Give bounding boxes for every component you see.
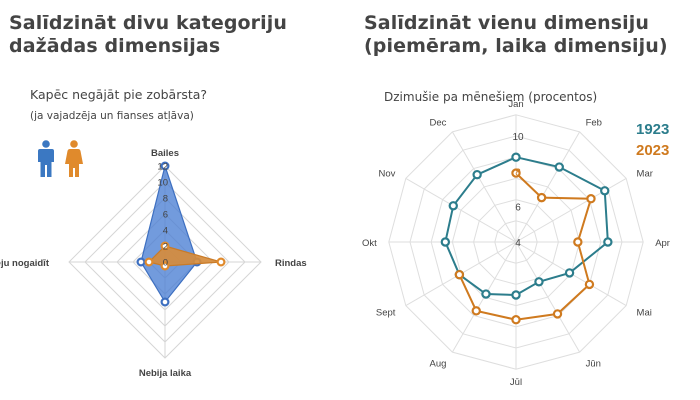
grid-spoke xyxy=(515,241,581,353)
category-label: Rindas xyxy=(275,258,307,269)
data-point xyxy=(448,201,458,211)
category-label: Bailes xyxy=(151,148,179,159)
data-point xyxy=(481,289,491,299)
axis-tick-label: 10 xyxy=(512,132,524,143)
male-person-icon xyxy=(38,140,54,177)
data-point xyxy=(573,237,583,247)
right-chart-subtitle: Dzimušie pa mēnešiem (procentos) xyxy=(384,90,598,104)
data-point xyxy=(454,269,465,280)
month-label: Okt xyxy=(362,238,377,249)
axis-tick-label: 2 xyxy=(163,242,168,253)
left-chart-note: (ja vajadzēja un fianses atļāva) xyxy=(30,110,194,122)
month-label: Aug xyxy=(429,359,446,370)
data-point xyxy=(511,290,521,300)
month-label: Nov xyxy=(379,168,396,179)
data-point xyxy=(440,237,451,247)
legend-2023: 2023 xyxy=(636,142,670,159)
legend-1923: 1923 xyxy=(636,121,670,138)
left-radar-chart: 0 2 4 6 8 10 12 Bailes Rindas Nebija laika Gribēju… xyxy=(0,148,307,379)
month-label: Jūn xyxy=(586,359,601,370)
axis-tick-label: 8 xyxy=(515,167,521,178)
right-chart-title: Salīdzināt vienu dimensiju (piemēram, la… xyxy=(364,12,668,57)
axis-tick-label: 4 xyxy=(515,238,521,249)
month-label: Mai xyxy=(637,308,652,319)
category-label: Gribēju nogaidīt xyxy=(0,258,50,269)
series-line-2023 xyxy=(458,172,593,321)
axis-tick-label: 10 xyxy=(157,178,168,189)
grid-spoke xyxy=(405,177,517,243)
data-point xyxy=(584,279,595,290)
axis-tick-label: 6 xyxy=(163,210,168,221)
data-point xyxy=(472,169,482,180)
data-point xyxy=(216,257,226,267)
data-point xyxy=(600,186,610,196)
data-point xyxy=(586,194,596,204)
axis-tick-label: 0 xyxy=(163,258,168,269)
month-label: Feb xyxy=(586,117,602,128)
data-point xyxy=(160,261,170,271)
month-label: Mar xyxy=(637,168,653,179)
data-point xyxy=(552,309,563,319)
data-point xyxy=(160,241,170,251)
data-point xyxy=(471,306,481,316)
data-point xyxy=(534,277,544,287)
data-point xyxy=(603,237,613,247)
data-point xyxy=(564,268,575,278)
data-point xyxy=(511,168,521,178)
category-label: Nebija laika xyxy=(139,368,192,379)
data-point xyxy=(160,161,170,171)
axis-tick-label: 6 xyxy=(515,203,521,214)
month-label: Jan xyxy=(508,99,523,110)
axis-tick-label: 8 xyxy=(163,194,168,205)
month-label: Jūl xyxy=(510,377,522,388)
female-person-icon xyxy=(65,140,83,177)
left-chart-subtitle: Kapēc negājāt pie zobārsta? xyxy=(30,87,208,102)
month-label: Sept xyxy=(376,308,396,319)
month-label: Apr xyxy=(655,238,670,249)
left-chart-title: Salīdzināt divu kategoriju dažādas dimen… xyxy=(9,12,287,57)
month-label: Dec xyxy=(429,117,446,128)
data-point xyxy=(144,257,154,267)
data-point xyxy=(136,257,146,267)
axis-tick-label: 12 xyxy=(157,162,168,173)
data-point xyxy=(554,162,564,172)
data-point xyxy=(160,297,170,307)
axis-tick-label: 4 xyxy=(163,226,168,237)
data-point xyxy=(511,315,521,325)
grid-spoke xyxy=(515,131,581,243)
grid-spoke xyxy=(451,131,517,243)
data-point xyxy=(536,192,547,203)
data-point xyxy=(511,152,521,162)
